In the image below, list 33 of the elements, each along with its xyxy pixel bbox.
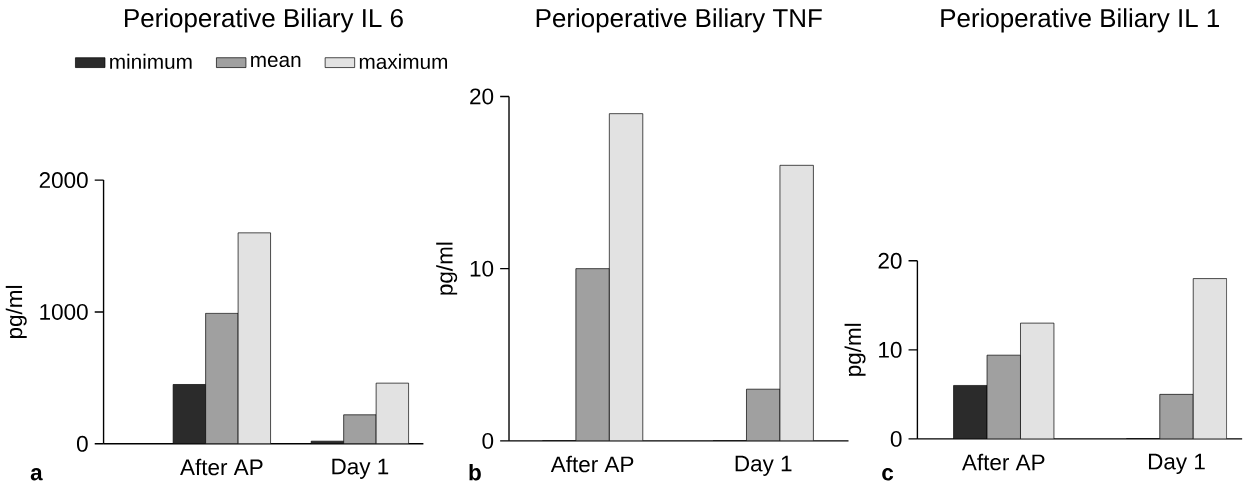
y-tick-label: 20 — [470, 88, 494, 105]
y-axis-title: pg/ml — [436, 242, 458, 295]
chart-title: Perioperative Biliary IL 1 — [941, 8, 1220, 33]
y-tick-label: 0 — [890, 430, 902, 447]
bar — [375, 382, 409, 444]
x-tick-label: Day 1 — [735, 455, 792, 476]
bar — [608, 113, 644, 441]
legend-label: mean — [251, 55, 301, 68]
chart-title: Perioperative Biliary IL 6 — [125, 8, 403, 33]
bar — [953, 385, 988, 439]
x-tick-label: After AP — [180, 458, 263, 476]
y-tick-label: 10 — [470, 260, 494, 277]
y-tick-label: 10 — [879, 341, 902, 358]
y-tick-label: 20 — [878, 252, 902, 269]
legend-label: minimum — [110, 53, 192, 70]
x-tick-label: After AP — [550, 455, 634, 473]
bar — [172, 384, 206, 444]
y-axis-title: pg/ml — [844, 323, 866, 376]
y-tick-label: 1000 — [40, 303, 88, 320]
x-tick-label: Day 1 — [332, 458, 389, 479]
text: b — [469, 463, 481, 481]
text: a — [30, 468, 43, 481]
y-tick-label: 0 — [482, 432, 494, 449]
bar — [237, 232, 271, 444]
y-axis-title: pg/ml — [5, 285, 27, 338]
chart-title: Perioperative Biliary TNF — [536, 8, 822, 33]
y-tick-label: 0 — [76, 435, 88, 452]
x-tick-label: Day 1 — [1148, 453, 1205, 474]
y-tick-label: 2000 — [39, 172, 88, 188]
bar — [779, 164, 814, 441]
x-tick-label: After AP — [961, 453, 1045, 471]
legend-label: maximum — [359, 53, 448, 70]
text: c — [882, 468, 894, 481]
